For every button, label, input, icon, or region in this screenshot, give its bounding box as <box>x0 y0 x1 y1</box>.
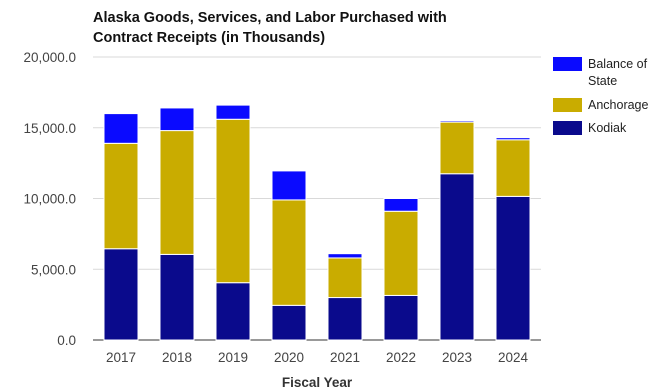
x-axis-ticks: 2017 2018 2019 2020 2021 2022 2023 2024 <box>106 350 529 365</box>
chart-title-line-2: Contract Receipts (in Thousands) <box>93 30 325 46</box>
bars <box>103 104 531 341</box>
legend: Balance of State Anchorage Kodiak <box>553 57 649 135</box>
y-tick-label: 0.0 <box>57 333 76 348</box>
bar-balance-of-state-2021 <box>327 253 363 259</box>
bar-anchorage-2017 <box>103 142 139 250</box>
bar-kodiak-2019 <box>215 282 251 341</box>
bar-kodiak-2024 <box>495 195 531 341</box>
bar-anchorage-2019 <box>215 118 251 284</box>
bar-anchorage-2021 <box>327 257 363 299</box>
bar-balance-of-state-2023 <box>439 120 475 123</box>
legend-label-balance-of-state: State <box>588 74 617 88</box>
bar-balance-of-state-2024 <box>495 137 531 141</box>
legend-label-balance-of-state: Balance of <box>588 57 648 71</box>
x-tick-label: 2017 <box>106 350 136 365</box>
bar-kodiak-2022 <box>383 294 419 341</box>
bar-balance-of-state-2017 <box>103 113 139 144</box>
x-tick-label: 2019 <box>218 350 248 365</box>
bar-anchorage-2023 <box>439 121 475 175</box>
x-tick-label: 2022 <box>386 350 416 365</box>
legend-swatch-balance-of-state <box>553 57 582 71</box>
bar-balance-of-state-2018 <box>159 107 195 132</box>
y-tick-label: 5,000.0 <box>31 262 76 277</box>
y-axis-ticks: 0.0 5,000.0 10,000.0 15,000.0 20,000.0 <box>23 50 76 348</box>
y-tick-label: 20,000.0 <box>23 50 76 65</box>
bar-kodiak-2023 <box>439 173 475 341</box>
x-tick-label: 2020 <box>274 350 304 365</box>
bar-anchorage-2020 <box>271 199 307 306</box>
bar-balance-of-state-2022 <box>383 198 419 212</box>
bar-anchorage-2022 <box>383 210 419 296</box>
x-axis-label: Fiscal Year <box>282 375 353 390</box>
legend-swatch-anchorage <box>553 98 582 112</box>
y-tick-label: 10,000.0 <box>23 192 76 207</box>
x-tick-label: 2018 <box>162 350 192 365</box>
bar-anchorage-2024 <box>495 139 531 197</box>
bar-kodiak-2020 <box>271 304 307 341</box>
bar-balance-of-state-2020 <box>271 170 307 201</box>
y-tick-label: 15,000.0 <box>23 121 76 136</box>
chart-title-line-1: Alaska Goods, Services, and Labor Purcha… <box>93 10 447 26</box>
legend-label-anchorage: Anchorage <box>588 98 649 112</box>
legend-label-kodiak: Kodiak <box>588 121 627 135</box>
bar-kodiak-2021 <box>327 297 363 341</box>
legend-swatch-kodiak <box>553 121 582 135</box>
bar-balance-of-state-2019 <box>215 104 251 120</box>
bar-anchorage-2018 <box>159 130 195 255</box>
bar-kodiak-2017 <box>103 248 139 341</box>
x-tick-label: 2023 <box>442 350 472 365</box>
x-tick-label: 2024 <box>498 350 529 365</box>
x-tick-label: 2021 <box>330 350 360 365</box>
bar-kodiak-2018 <box>159 253 195 341</box>
